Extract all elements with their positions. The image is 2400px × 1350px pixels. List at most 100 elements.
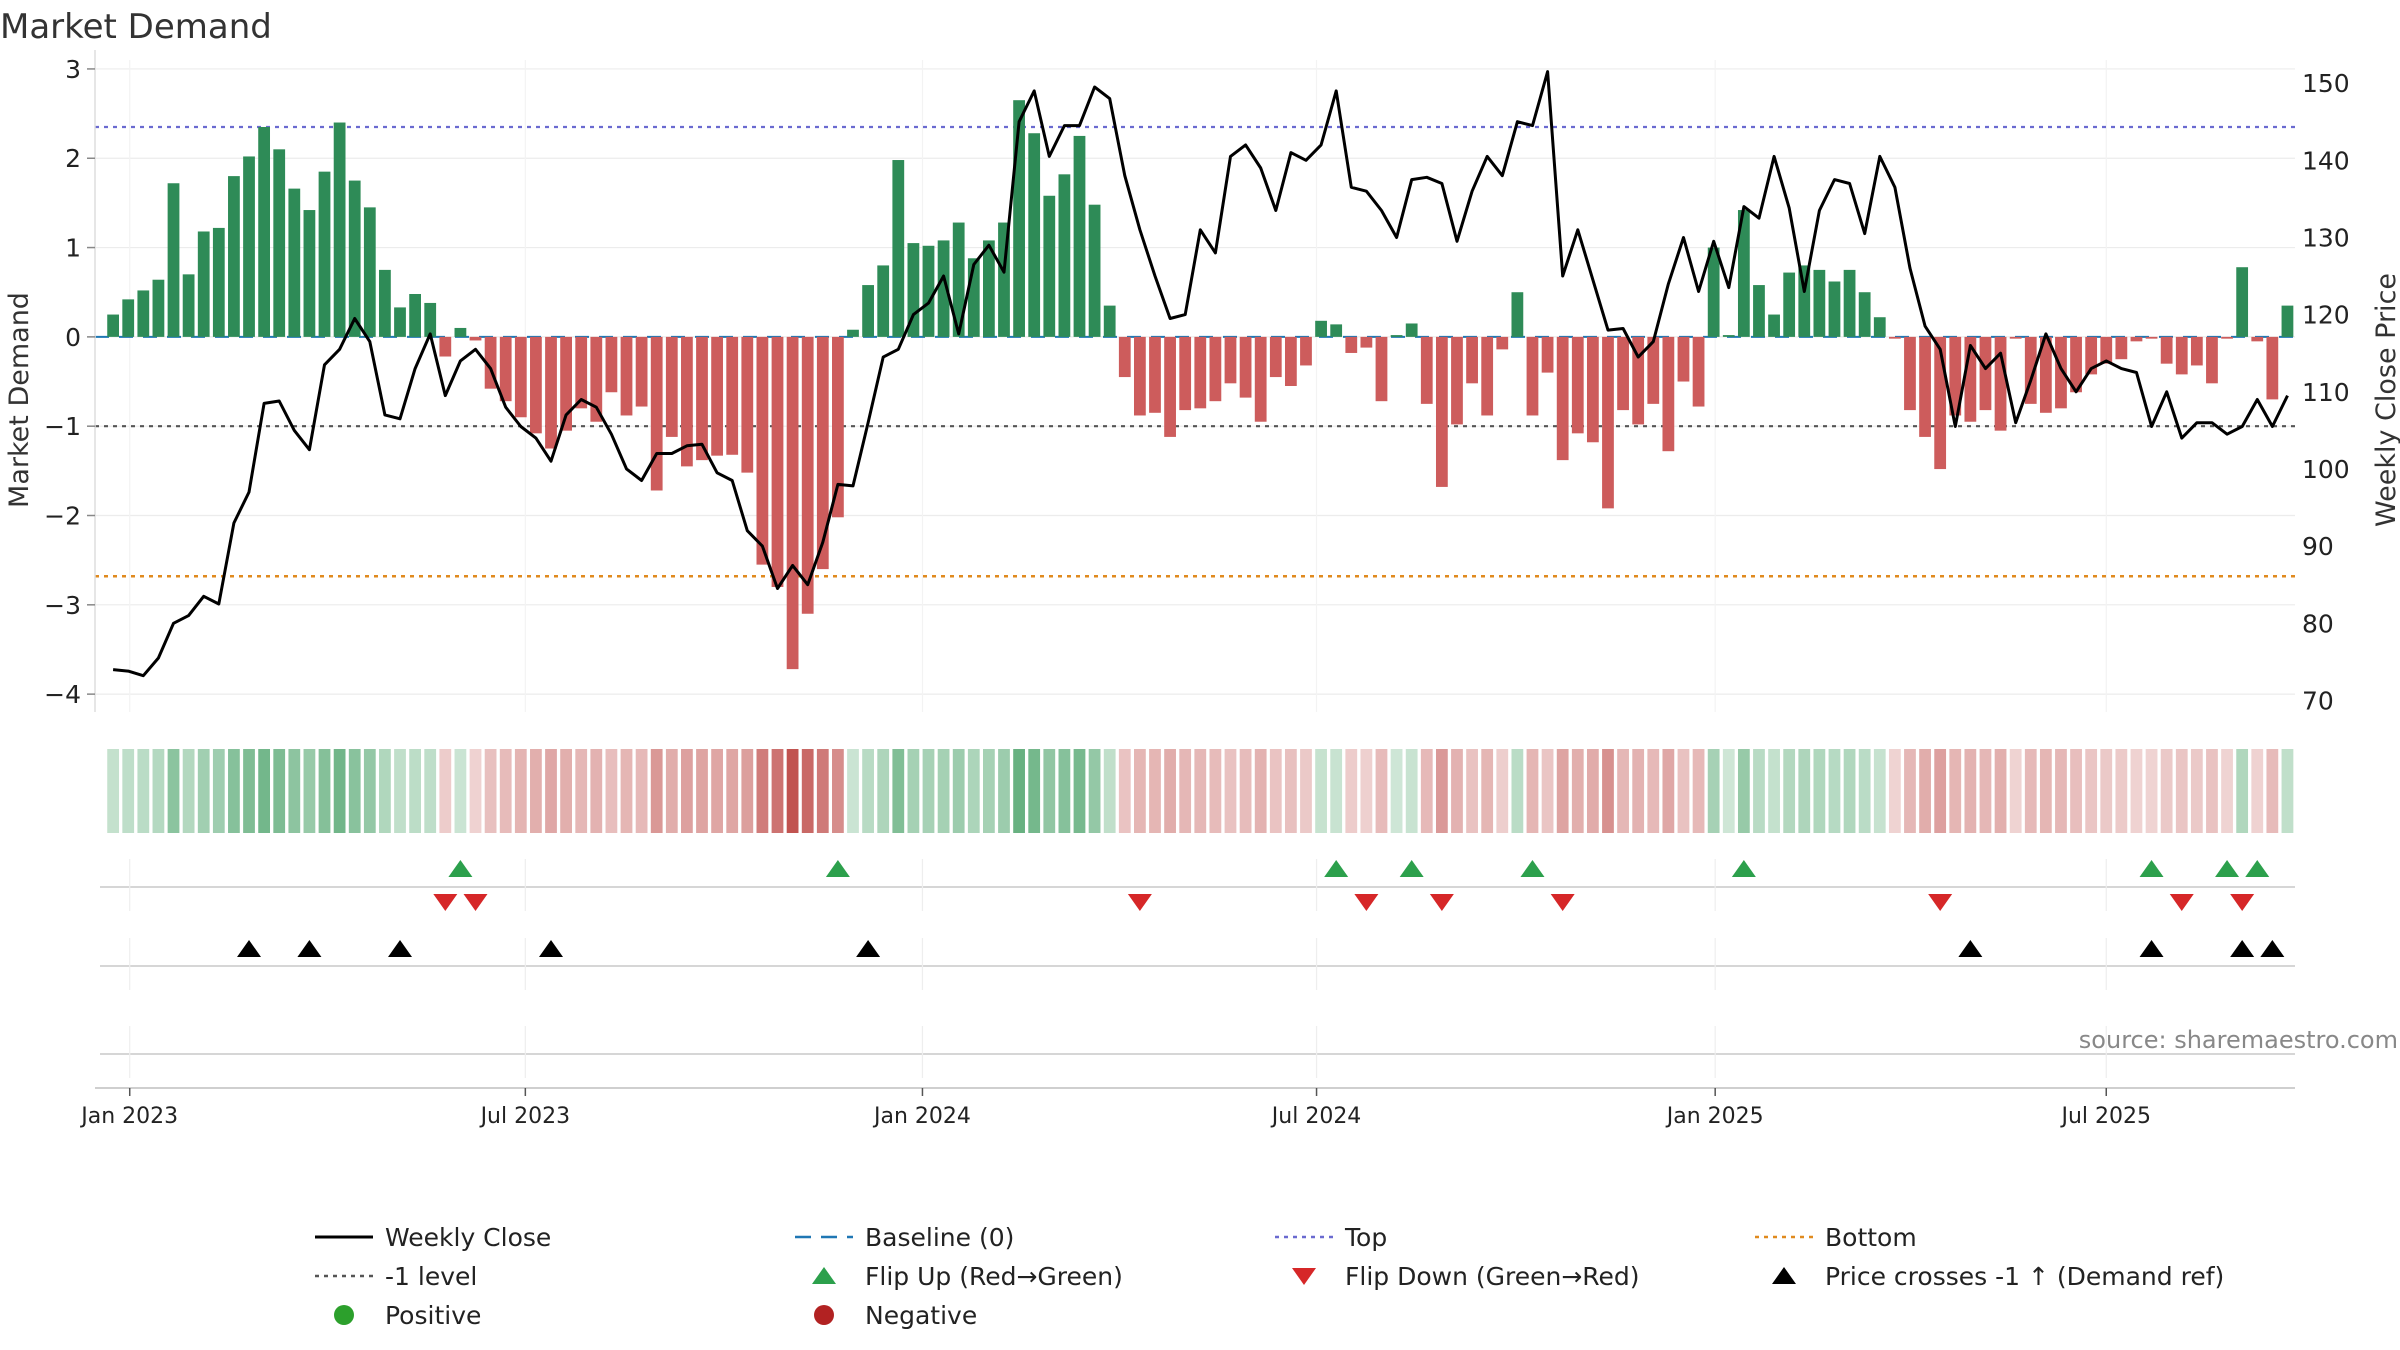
demand-bar [635,336,648,407]
heat-cell [2266,749,2279,833]
heat-cell [107,749,120,833]
demand-bar [303,210,316,337]
demand-bar [2115,336,2128,360]
demand-bar [1375,336,1388,402]
right-tick-label: 90 [2302,532,2334,561]
heat-cell [726,749,739,833]
heat-cell [1224,749,1237,833]
demand-bar [726,336,739,455]
right-tick-label: 140 [2302,146,2350,175]
heat-cell [1511,749,1524,833]
demand-bar [1058,174,1071,337]
heat-cell [439,749,452,833]
legend-label: Negative [865,1301,977,1330]
heat-cell [303,749,316,833]
heat-cell [1345,749,1358,833]
heat-cell [2251,749,2264,833]
chart-title: Market Demand [0,7,272,47]
demand-bar [2085,336,2098,375]
demand-bar [907,243,920,337]
flip-up-marker [825,860,850,877]
demand-bar [1149,336,1161,413]
legend-item: Weekly Close [315,1223,551,1252]
legend-swatch [1772,1267,1796,1284]
heat-cell [394,749,406,833]
legend-label: Bottom [1825,1223,1917,1252]
demand-bar [1828,281,1841,337]
demand-bar [862,285,874,337]
heat-cell [1979,749,1992,833]
demand-bar [2100,336,2113,364]
flip-up-marker [1520,860,1545,877]
x-tick-label: Jan 2024 [872,1104,971,1129]
heat-cell [212,749,225,833]
weekly-close-series [112,70,2289,678]
heat-cell [1662,749,1675,833]
heat-cell [1103,749,1116,833]
demand-bar [1269,336,1282,378]
demand-bar [605,336,618,393]
demand-bar [1632,336,1645,425]
heat-cell [1194,749,1207,833]
demand-bar [1088,204,1101,337]
source-label: source: sharemaestro.com [2079,1026,2398,1054]
heat-cell [1405,749,1418,833]
legend-label: -1 level [385,1262,477,1291]
price-cross-marker [388,940,413,957]
heat-cell [1888,749,1901,833]
demand-bar [122,299,135,337]
demand-bar [2009,336,2022,339]
heat-cell [1300,749,1312,833]
heat-cell [2160,749,2173,833]
heat-cell [681,749,693,833]
heat-cell [847,749,859,833]
demand-bar [620,336,633,416]
price-cross-marker [539,940,564,957]
heat-cell [1677,749,1690,833]
right-tick-label: 120 [2302,301,2350,330]
heat-cell [1149,749,1161,833]
heat-cell [363,749,376,833]
demand-bar [1405,323,1418,337]
flip-down-marker [2230,894,2255,911]
heat-cell [1632,749,1645,833]
legend-swatch [334,1305,354,1325]
demand-bar [2266,336,2279,400]
flip-down-marker [2169,894,2194,911]
heat-cell [318,749,331,833]
axes: 3 2 1 0 −1 −2 −3 −4 150 140 130 120 110 100 90 80 70 [44,50,2350,715]
demand-bar [1858,292,1871,337]
heat-cell [197,749,210,833]
demand-bar [2236,267,2249,337]
demand-bar [2251,336,2264,342]
heat-cell [1602,749,1614,833]
demand-bar [1692,336,1705,407]
demand-bar [1194,336,1207,409]
heat-cell [1707,749,1720,833]
legend-label: Top [1344,1223,1387,1252]
heat-cell [1692,749,1705,833]
heat-cell [1737,749,1750,833]
y-axis-right-label: Weekly Close Price [2371,273,2400,527]
demand-bar [1904,336,1916,411]
demand-bar [1511,292,1524,337]
demand-bar [1647,336,1660,404]
heat-cell [1133,749,1146,833]
demand-bar [243,156,255,337]
heat-cell [1420,749,1433,833]
heat-cell [2206,749,2218,833]
heat-cell [1269,749,1282,833]
heat-cell [1586,749,1599,833]
left-tick-label: 1 [65,234,81,263]
demand-bar [560,336,572,431]
demand-bar [1843,269,1856,337]
heat-cell [273,749,286,833]
demand-bar [1556,336,1569,461]
heat-cell [2190,749,2203,833]
heat-cell [1934,749,1947,833]
price-cross-marker [2139,940,2164,957]
heat-cell [1904,749,1916,833]
demand-bar [469,336,482,341]
heat-cell [741,749,754,833]
empty-markers-row [100,1026,2295,1078]
